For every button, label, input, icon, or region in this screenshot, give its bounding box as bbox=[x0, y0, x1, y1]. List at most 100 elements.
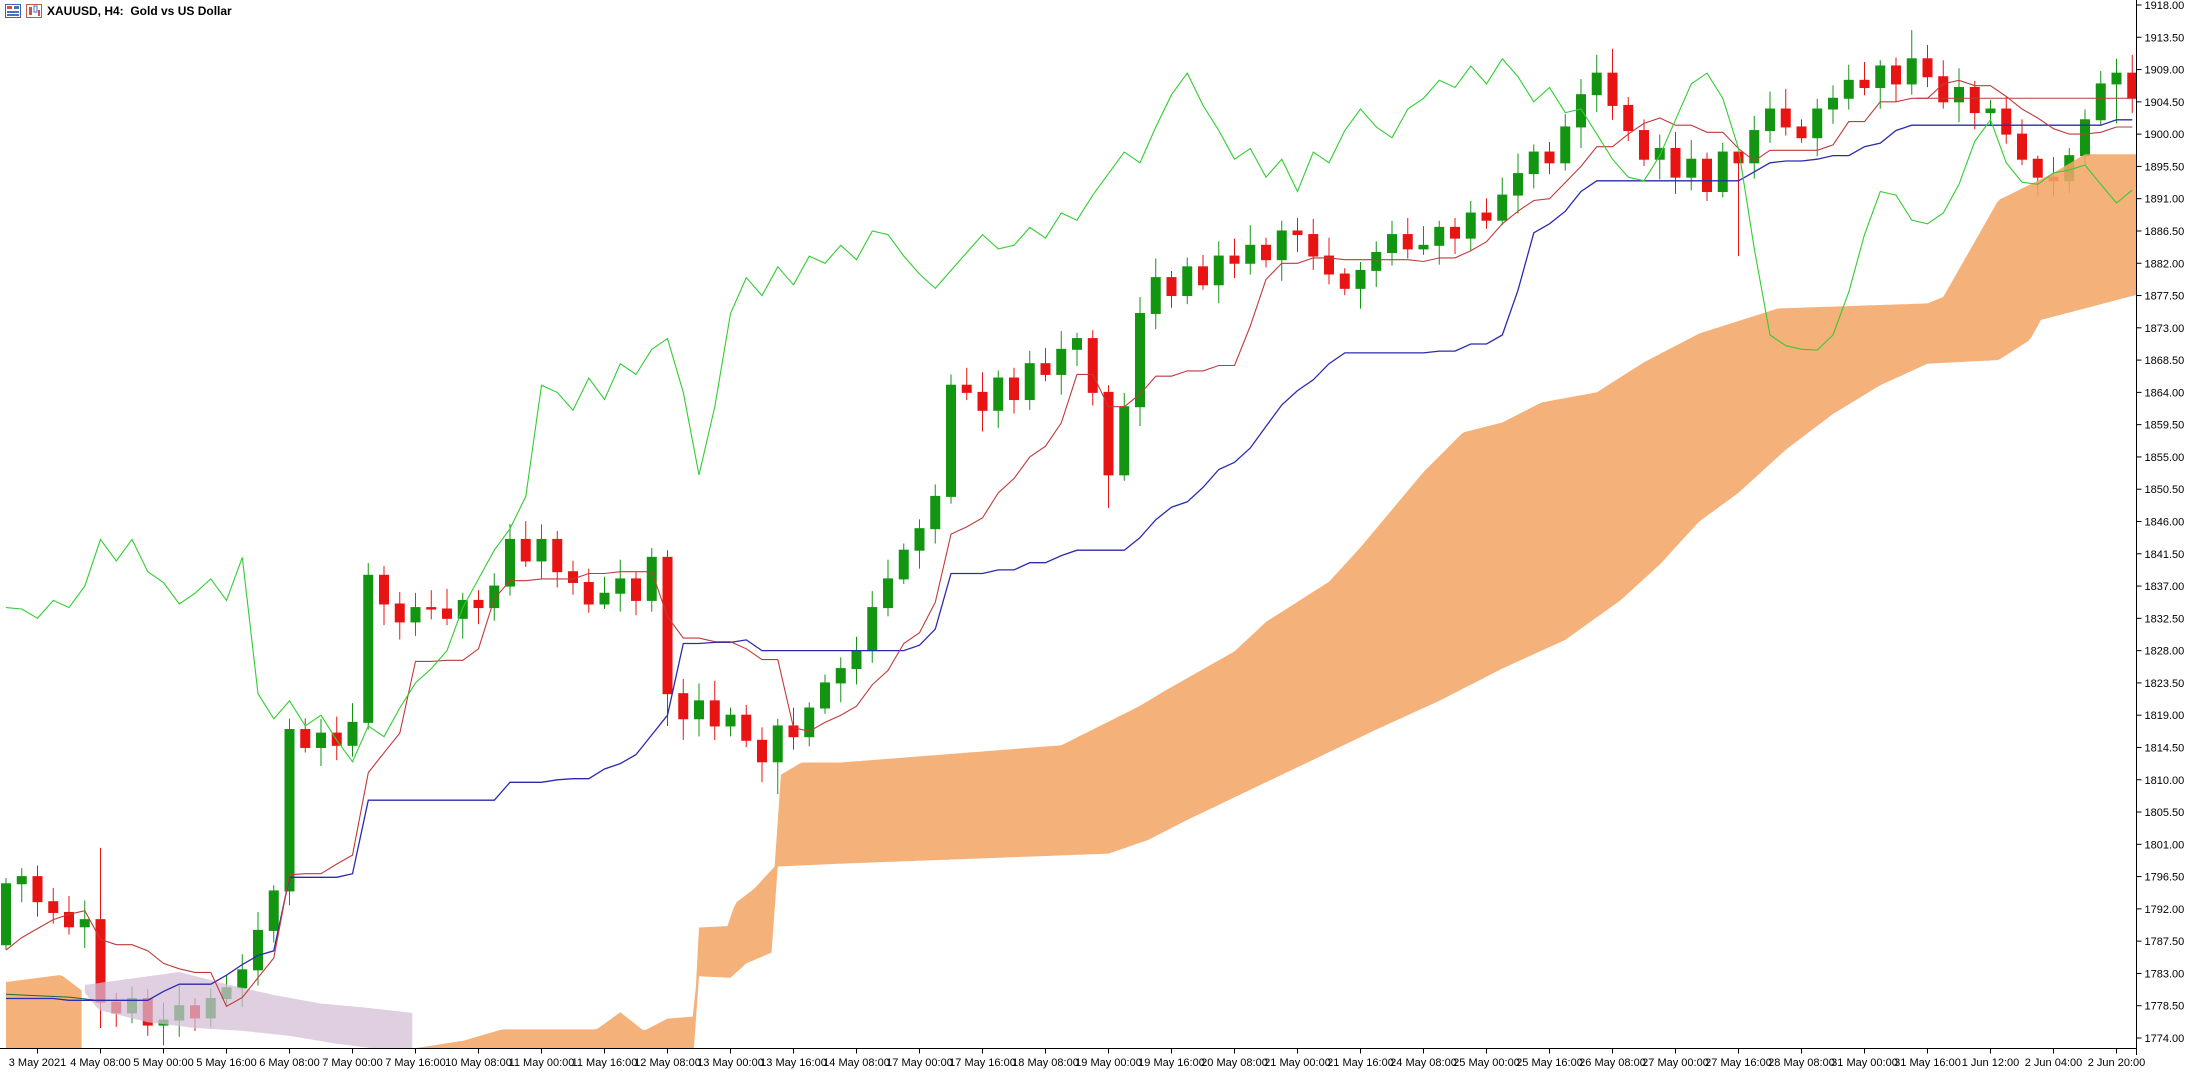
candle-body bbox=[1654, 147, 1665, 160]
candle-body bbox=[426, 607, 437, 610]
time-axis-label: 19 May 00:00 bbox=[1075, 1057, 1142, 1069]
price-axis-label: 1819.00 bbox=[2145, 710, 2185, 722]
candle-body bbox=[379, 574, 389, 605]
candle-body bbox=[1150, 277, 1161, 314]
candle-bullish bbox=[489, 573, 500, 621]
candle-bearish bbox=[1229, 238, 1240, 279]
time-axis-label: 26 May 08:00 bbox=[1579, 1057, 1646, 1069]
candle-bullish bbox=[1560, 114, 1571, 171]
candle-bullish bbox=[599, 576, 610, 610]
candle-body bbox=[835, 668, 846, 684]
candle-body bbox=[1528, 151, 1539, 175]
candle-bullish bbox=[725, 707, 736, 737]
price-axis-label: 1796.50 bbox=[2145, 872, 2185, 884]
price-axis-label: 1828.00 bbox=[2145, 646, 2185, 658]
candle-body bbox=[520, 538, 531, 562]
candle-body bbox=[757, 739, 767, 763]
candle-body bbox=[552, 538, 563, 573]
candle-bullish bbox=[930, 484, 941, 544]
candle-bearish bbox=[1544, 141, 1555, 175]
price-axis-label: 1864.00 bbox=[2145, 387, 2185, 399]
candle-body bbox=[1875, 65, 1886, 88]
candle-bullish bbox=[646, 548, 657, 612]
price-axis-label: 1805.50 bbox=[2145, 807, 2185, 819]
price-axis-label: 1886.50 bbox=[2145, 226, 2185, 238]
candle-body bbox=[1418, 244, 1429, 250]
candle-bearish bbox=[2127, 54, 2137, 114]
candle-bearish bbox=[1891, 57, 1901, 102]
candle-body bbox=[851, 650, 862, 670]
price-axis-label: 1895.50 bbox=[2145, 161, 2185, 173]
candle-body bbox=[1198, 266, 1208, 286]
candle-bullish bbox=[1418, 226, 1429, 255]
candle-body bbox=[930, 495, 941, 530]
candle-bullish bbox=[1717, 142, 1728, 198]
price-axis-label: 1792.00 bbox=[2145, 904, 2185, 916]
time-axis-label: 5 May 00:00 bbox=[133, 1057, 194, 1069]
candle-body bbox=[1166, 277, 1177, 297]
candle-bullish bbox=[835, 657, 846, 703]
candle-bearish bbox=[520, 521, 531, 567]
candle-body bbox=[347, 721, 358, 746]
candle-bearish bbox=[1103, 385, 1114, 508]
price-axis-label: 1855.00 bbox=[2145, 452, 2185, 464]
candle-bullish bbox=[1812, 98, 1823, 157]
candle-bullish bbox=[804, 702, 815, 747]
candle-bullish bbox=[1654, 134, 1665, 180]
candle-bearish bbox=[473, 590, 484, 625]
price-axis-label: 1810.00 bbox=[2145, 775, 2185, 787]
plot-layers bbox=[1, 30, 2137, 1048]
time-axis-label: 25 May 00:00 bbox=[1453, 1057, 1520, 1069]
candle-bullish bbox=[1828, 85, 1838, 124]
price-axis-label: 1832.50 bbox=[2145, 613, 2185, 625]
candle-bearish bbox=[1969, 80, 1980, 130]
candle-bearish bbox=[32, 865, 43, 917]
candle-bearish bbox=[394, 591, 405, 640]
candle-body bbox=[284, 729, 295, 892]
price-axis-label: 1841.50 bbox=[2145, 549, 2185, 561]
candle-body bbox=[946, 384, 956, 497]
candle-body bbox=[1607, 72, 1618, 106]
candle-bullish bbox=[1135, 296, 1145, 427]
candle-bearish bbox=[1261, 237, 1271, 268]
candle-body bbox=[678, 693, 689, 720]
candle-bearish bbox=[1922, 44, 1933, 88]
candle-body bbox=[1276, 230, 1287, 261]
price-axis-label: 1787.50 bbox=[2145, 936, 2185, 948]
candle-body bbox=[898, 549, 909, 580]
candle-body bbox=[1387, 234, 1397, 253]
price-axis[interactable]: 1918.00 1913.50 1909.00 1904.50 1900.00 1895.… bbox=[2136, 0, 2185, 1045]
time-axis[interactable]: 3 May 2021 4 May 08:00 5 May 00:00 5 May 16… bbox=[9, 1048, 2145, 1070]
candle-bearish bbox=[1607, 48, 1618, 120]
candle-body bbox=[599, 592, 610, 605]
candle-body bbox=[457, 599, 468, 619]
candle-body bbox=[1371, 251, 1382, 271]
price-axis-label: 1823.50 bbox=[2145, 678, 2185, 690]
time-axis-label: 3 May 2021 bbox=[9, 1057, 66, 1069]
price-axis-label: 1891.00 bbox=[2145, 194, 2185, 206]
candle-body bbox=[1182, 266, 1193, 297]
candle-bullish bbox=[316, 719, 326, 766]
candle-body bbox=[394, 603, 405, 623]
candle-bearish bbox=[1780, 88, 1791, 136]
candle-bullish bbox=[253, 912, 263, 986]
time-axis-label: 11 May 16:00 bbox=[572, 1057, 638, 1069]
price-axis-label: 1918.00 bbox=[2145, 0, 2185, 12]
candle-body bbox=[410, 607, 421, 623]
candle-bullish bbox=[883, 559, 893, 617]
time-axis-label: 27 May 16:00 bbox=[1705, 1057, 1772, 1069]
candle-bullish bbox=[1056, 331, 1067, 395]
candles-layer bbox=[1, 30, 2137, 1046]
price-axis-label: 1904.50 bbox=[2145, 97, 2185, 109]
candle-bullish bbox=[1749, 115, 1760, 179]
candle-body bbox=[1906, 58, 1917, 85]
candle-body bbox=[993, 377, 1004, 411]
candle-bearish bbox=[1087, 330, 1098, 406]
candle-body bbox=[1072, 338, 1082, 350]
candle-body bbox=[1481, 212, 1492, 221]
time-axis-label: 20 May 08:00 bbox=[1201, 1057, 1268, 1069]
candle-body bbox=[79, 919, 90, 928]
candle-body bbox=[1796, 126, 1807, 139]
time-axis-label: 17 May 16:00 bbox=[949, 1057, 1016, 1069]
